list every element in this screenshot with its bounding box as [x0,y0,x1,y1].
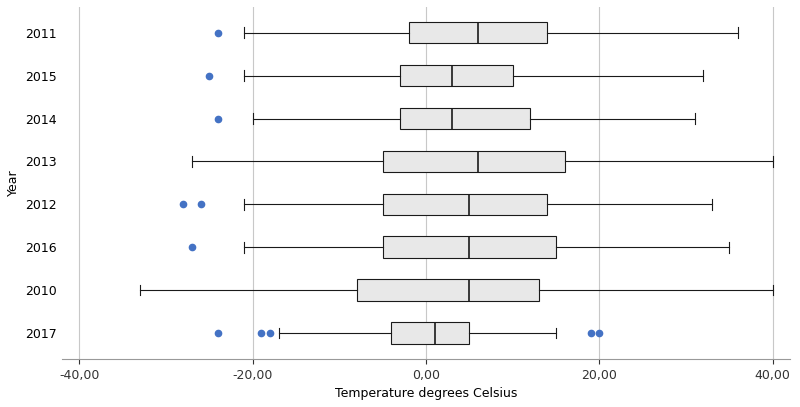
PathPatch shape [382,194,547,215]
Y-axis label: Year: Year [7,170,20,196]
PathPatch shape [382,236,556,258]
PathPatch shape [400,65,513,86]
PathPatch shape [391,322,470,344]
PathPatch shape [357,279,538,301]
PathPatch shape [382,151,565,172]
PathPatch shape [400,108,530,129]
PathPatch shape [409,22,547,44]
X-axis label: Temperature degrees Celsius: Temperature degrees Celsius [335,387,517,400]
